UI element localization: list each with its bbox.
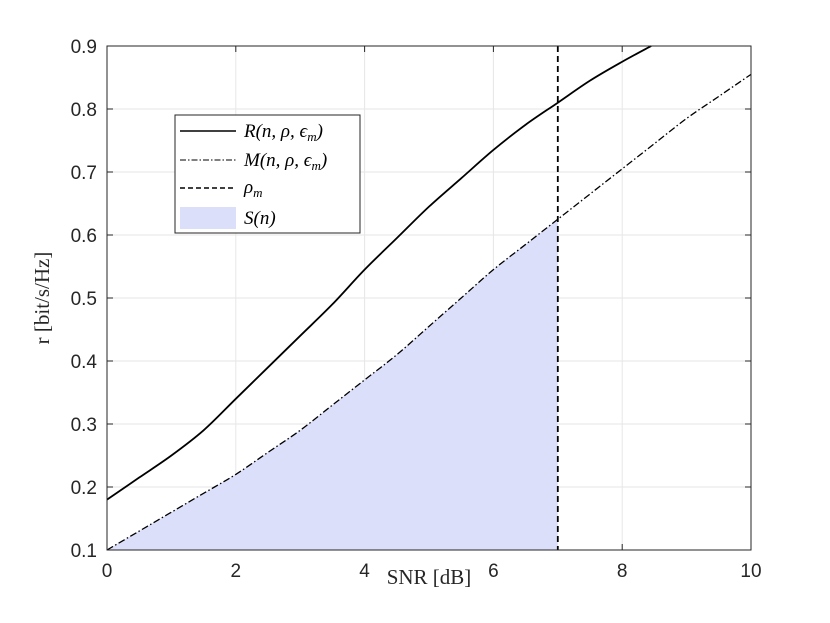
plot-frame [106,45,752,551]
y-tick-label: 0.6 [71,226,97,247]
y-axis-label: r [bit/s/Hz] [30,252,54,345]
legend-label-rho: ρm [243,177,263,200]
y-tick-label: 0.4 [71,352,98,373]
y-tick-label: 0.2 [71,478,97,499]
series-line-r [106,45,652,501]
x-tick-labels: 0 2 4 6 8 10 [102,561,762,582]
series-lines [106,45,752,551]
x-tick-label: 0 [102,561,113,582]
legend-label-r: R(n, ρ, ϵm) [243,121,323,144]
x-tick-label: 10 [740,561,761,582]
legend-label-m: M(n, ρ, ϵm) [243,150,327,173]
x-tick-label: 2 [231,561,242,582]
y-tick-labels: 0.1 0.2 0.3 0.4 0.5 0.6 0.7 0.8 0.9 [71,37,98,562]
legend: R(n, ρ, ϵm) M(n, ρ, ϵm) ρm S(n) [174,114,361,234]
legend-label-s: S(n) [244,208,276,229]
y-tick-label: 0.1 [71,541,97,562]
y-tick-label: 0.3 [71,415,97,436]
series-line-m [106,73,752,551]
y-tick-label: 0.8 [71,100,97,121]
legend-swatch-s [180,207,236,229]
shaded-area-s-n [107,219,558,550]
x-tick-label: 4 [359,561,370,582]
x-tick-label: 8 [617,561,628,582]
x-axis-label: SNR [dB] [387,565,472,589]
y-tick-label: 0.5 [71,289,97,310]
y-tick-label: 0.7 [71,163,97,184]
x-tick-label: 6 [488,561,499,582]
y-tick-label: 0.9 [71,37,97,58]
